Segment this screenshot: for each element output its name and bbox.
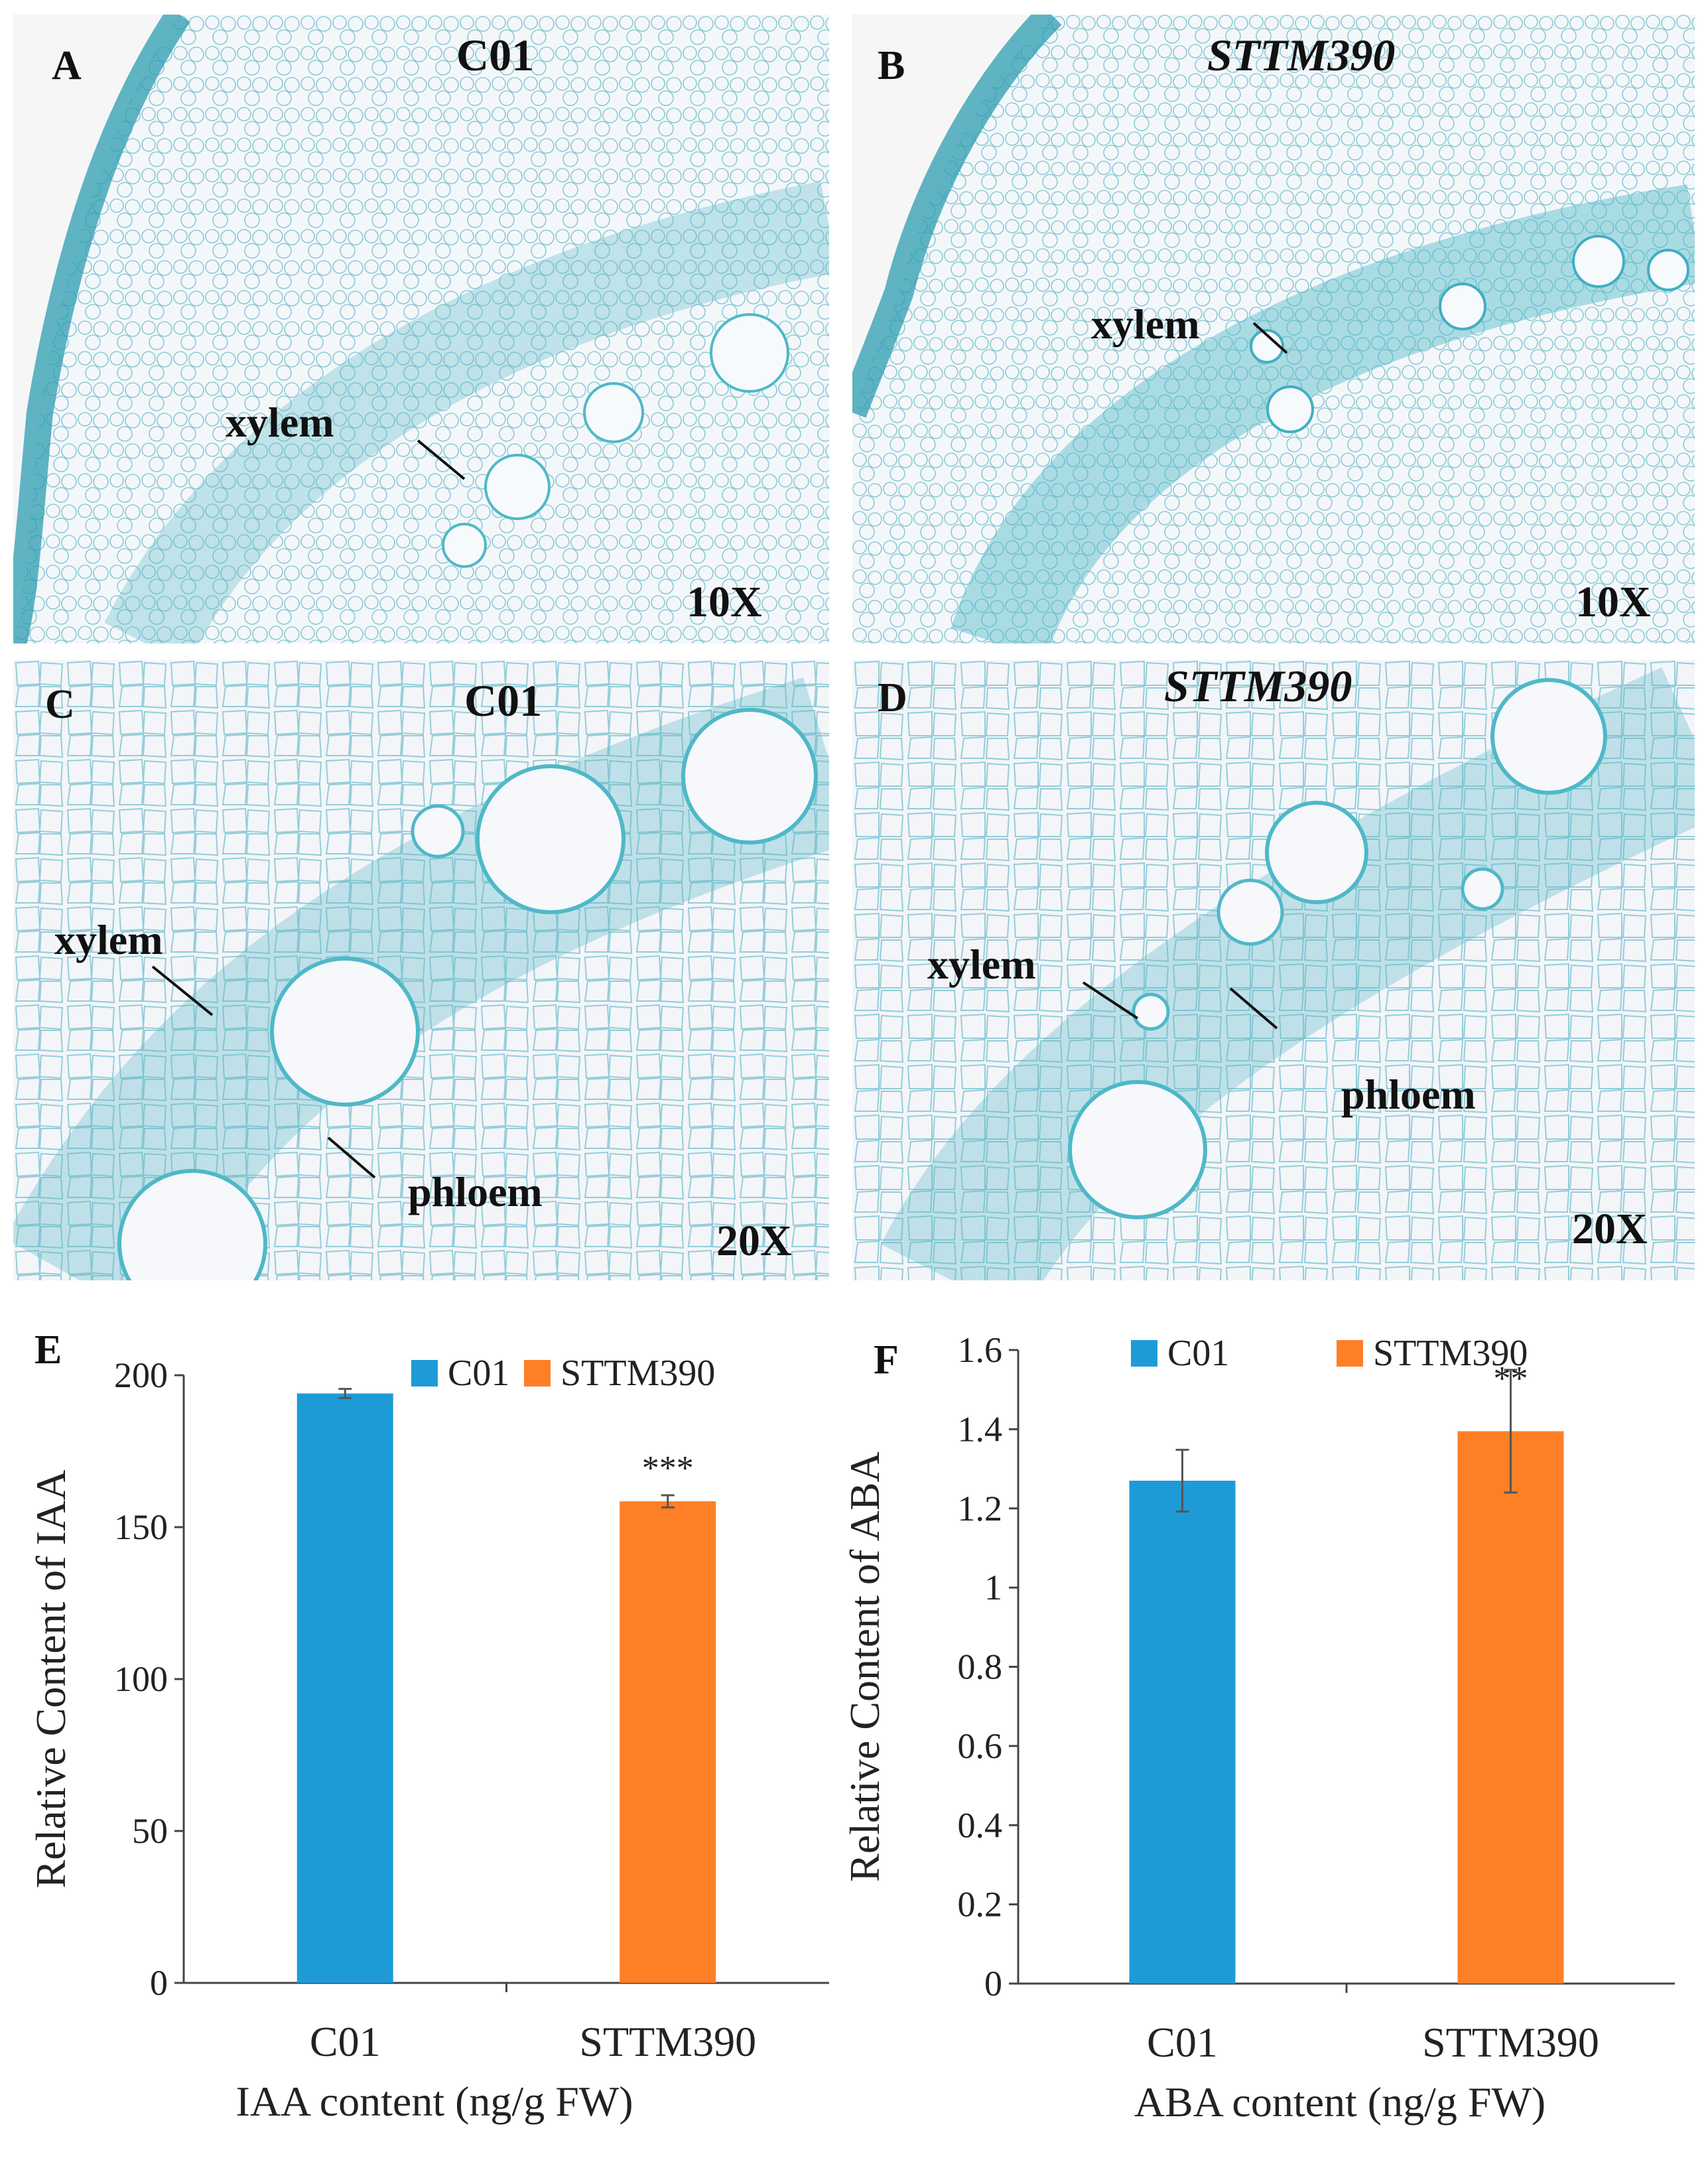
y-axis-title: Relative Content of IAA	[27, 1470, 74, 1889]
panel-letter: C	[45, 682, 75, 727]
panel-title: STTM390	[1164, 661, 1352, 711]
chart-panel-e: E 0 50 100 150 200 C01 *** STTM390 IAA content (…	[0, 1300, 836, 2163]
xylem-label: xylem	[927, 941, 1036, 988]
chart-panel-f: F 0 0.2 0.4 0.6 0.8 1 1.2 1.4 1.6 C01 ** STTM390 ABA…	[841, 1300, 1708, 2163]
panel-title: STTM390	[1207, 30, 1396, 80]
magnification-label: 10X	[687, 578, 762, 626]
y-tick-label: 200	[114, 1355, 168, 1395]
legend-swatch	[1131, 1340, 1157, 1367]
y-tick-label: 0.6	[958, 1726, 1003, 1766]
bar-sttm390	[620, 1501, 716, 1983]
bar-sttm390	[1457, 1431, 1564, 1984]
micrograph-a-image	[13, 15, 829, 643]
xylem-label: xylem	[226, 399, 334, 446]
x-category-label: C01	[310, 2018, 381, 2065]
panel-letter: B	[878, 43, 905, 88]
xylem-label: xylem	[1091, 301, 1200, 348]
panel-letter: A	[52, 43, 82, 88]
panel-letter: E	[34, 1327, 62, 1373]
magnification-label: 10X	[1575, 578, 1651, 626]
iaa-chart: 0 50 100 150 200 C01 *** STTM390 IAA content (ng…	[27, 1353, 829, 2125]
y-tick-label: 0.2	[958, 1885, 1003, 1925]
legend-swatch	[411, 1360, 438, 1387]
legend-label: STTM390	[560, 1353, 715, 1394]
significance-marker: **	[1494, 1360, 1528, 1398]
legend-label: C01	[1167, 1333, 1229, 1374]
micrograph-d-image	[852, 660, 1695, 1280]
y-tick-label: 0	[150, 1963, 168, 2003]
micrograph-c-image	[13, 660, 829, 1280]
panel-title: C01	[464, 675, 543, 726]
bar-c01	[1129, 1480, 1236, 1984]
panel-letter: D	[878, 675, 907, 720]
x-axis-title: IAA content (ng/g FW)	[236, 2078, 633, 2125]
y-tick-label: 0.8	[958, 1647, 1003, 1687]
y-tick-label: 100	[114, 1659, 168, 1699]
legend-label: C01	[448, 1353, 509, 1394]
y-tick-label: 1.2	[958, 1489, 1003, 1528]
x-category-label: C01	[1147, 2019, 1218, 2066]
y-tick-label: 1.6	[958, 1330, 1003, 1370]
legend-swatch	[524, 1360, 551, 1387]
micrograph-b-image	[852, 15, 1695, 643]
micrograph-panel-d: D STTM390 xylem phloem 20X	[852, 660, 1695, 1280]
magnification-label: 20X	[716, 1217, 792, 1265]
x-axis-title: ABA content (ng/g FW)	[1134, 2078, 1545, 2126]
y-tick-label: 50	[132, 1811, 168, 1851]
bar-c01	[296, 1393, 393, 1983]
y-tick-label: 150	[114, 1507, 168, 1547]
significance-marker: ***	[642, 1450, 694, 1487]
legend-label: STTM390	[1373, 1333, 1528, 1374]
panel-letter: F	[874, 1337, 899, 1383]
phloem-label: phloem	[1341, 1071, 1476, 1118]
micrograph-panel-b: B STTM390 xylem 10X	[852, 15, 1695, 643]
panel-title: C01	[456, 30, 535, 80]
y-tick-label: 0.4	[958, 1805, 1003, 1845]
y-axis-title: Relative Content of ABA	[846, 1452, 888, 1882]
xylem-label: xylem	[54, 916, 163, 963]
magnification-label: 20X	[1572, 1205, 1648, 1253]
phloem-label: phloem	[408, 1168, 543, 1215]
y-tick-label: 0	[984, 1964, 1002, 2003]
x-category-label: STTM390	[579, 2018, 756, 2065]
x-category-label: STTM390	[1422, 2019, 1599, 2066]
legend-swatch	[1337, 1340, 1363, 1367]
micrograph-panel-c: C C01 xylem phloem 20X	[13, 660, 829, 1280]
y-tick-label: 1	[984, 1568, 1002, 1607]
y-tick-label: 1.4	[958, 1409, 1003, 1449]
micrograph-panel-a: A C01 xylem 10X	[13, 15, 829, 643]
